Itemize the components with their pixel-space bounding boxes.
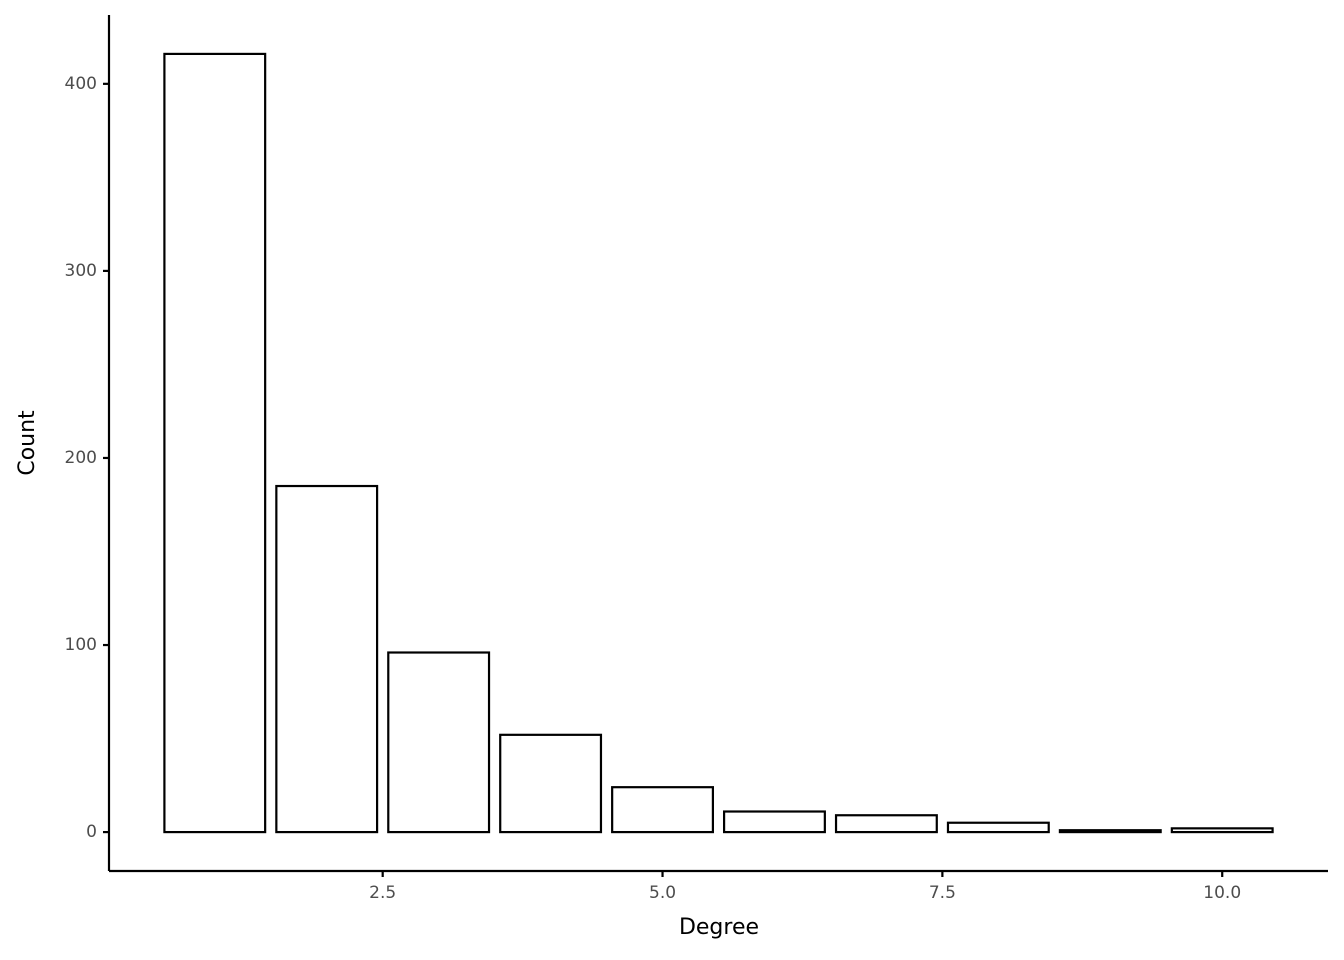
- bar: [275, 484, 379, 834]
- y-tick-label: 300: [65, 261, 97, 281]
- bar: [611, 786, 715, 834]
- x-tick-label: 7.5: [929, 883, 956, 903]
- y-tick-label: 200: [65, 448, 97, 468]
- bar: [499, 733, 603, 834]
- bar: [834, 814, 938, 834]
- bar: [722, 810, 826, 834]
- bar: [1058, 829, 1162, 834]
- y-axis-label: Count: [15, 410, 40, 476]
- y-tick-label: 400: [65, 74, 97, 94]
- bar: [946, 821, 1050, 834]
- y-tick-label: 0: [86, 822, 97, 842]
- bar: [1170, 827, 1274, 834]
- x-tick-label: 10.0: [1203, 883, 1241, 903]
- x-tick-label: 5.0: [649, 883, 676, 903]
- x-tick-label: 2.5: [369, 883, 396, 903]
- y-tick-label: 100: [65, 635, 97, 655]
- bar: [163, 52, 267, 834]
- bar: [387, 651, 491, 834]
- x-axis-label: Degree: [679, 915, 759, 940]
